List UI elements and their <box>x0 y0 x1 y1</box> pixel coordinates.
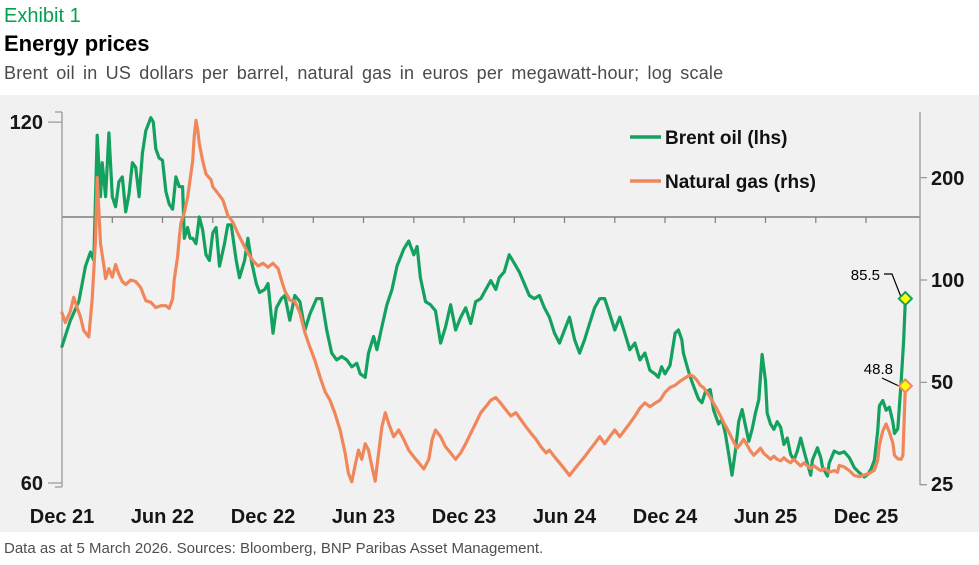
source-note: Data as at 5 March 2026. Sources: Bloomb… <box>4 540 544 557</box>
rhs-tick-label-200: 200 <box>931 168 964 190</box>
x-tick-label-jun-24: Jun 24 <box>533 506 597 528</box>
annotation-line-brent <box>884 273 902 298</box>
chart-header: Exhibit 1 Energy prices Brent oil in US … <box>4 5 723 85</box>
x-axis-quarter-ticks <box>111 217 867 223</box>
x-tick-label-dec-22: Dec 22 <box>231 506 296 528</box>
x-tick-label-dec-25: Dec 25 <box>834 506 899 528</box>
rhs-tick-label-50: 50 <box>931 372 953 394</box>
x-tick-label-dec-23: Dec 23 <box>432 506 497 528</box>
gas-end-marker-diamond <box>897 378 914 394</box>
chart-generated-layer: Dec 21 Jun 22 Dec 22 Jun 23 Dec 23 Jun 24 Dec … <box>30 111 927 528</box>
x-tick-label-dec-24: Dec 24 <box>633 506 698 528</box>
natural-gas-line <box>60 118 908 484</box>
legend-label-gas: Natural gas (rhs) <box>665 172 816 193</box>
page-title: Energy prices <box>4 31 150 56</box>
chart-subtitle: Brent oil in US dollars per barrel, natu… <box>4 63 724 84</box>
right-axis <box>919 112 927 486</box>
x-tick-label-jun-23: Jun 23 <box>332 506 395 528</box>
legend-label-brent: Brent oil (lhs) <box>665 128 787 149</box>
legend: Brent oil (lhs) Natural gas (rhs) <box>630 128 816 193</box>
lhs-tick-label-60: 60 <box>21 473 43 495</box>
left-axis <box>48 111 63 488</box>
rhs-tick-label-25: 25 <box>931 474 953 496</box>
x-tick-label-jun-22: Jun 22 <box>131 506 194 528</box>
brent-end-marker-diamond <box>897 290 914 307</box>
annotation-line-gas <box>881 377 902 388</box>
x-tick-label-jun-25: Jun 25 <box>734 506 797 528</box>
rhs-tick-label-100: 100 <box>931 270 964 292</box>
annotation-brent-end-value: 85.5 <box>851 267 880 284</box>
x-tick-label-dec-21: Dec 21 <box>30 506 95 528</box>
brent-oil-line <box>60 116 908 479</box>
exhibit-label: Exhibit 1 <box>4 5 81 27</box>
plot-background <box>0 95 979 532</box>
annotation-gas-end-value: 48.8 <box>864 361 893 378</box>
lhs-tick-label-120: 120 <box>10 112 43 134</box>
